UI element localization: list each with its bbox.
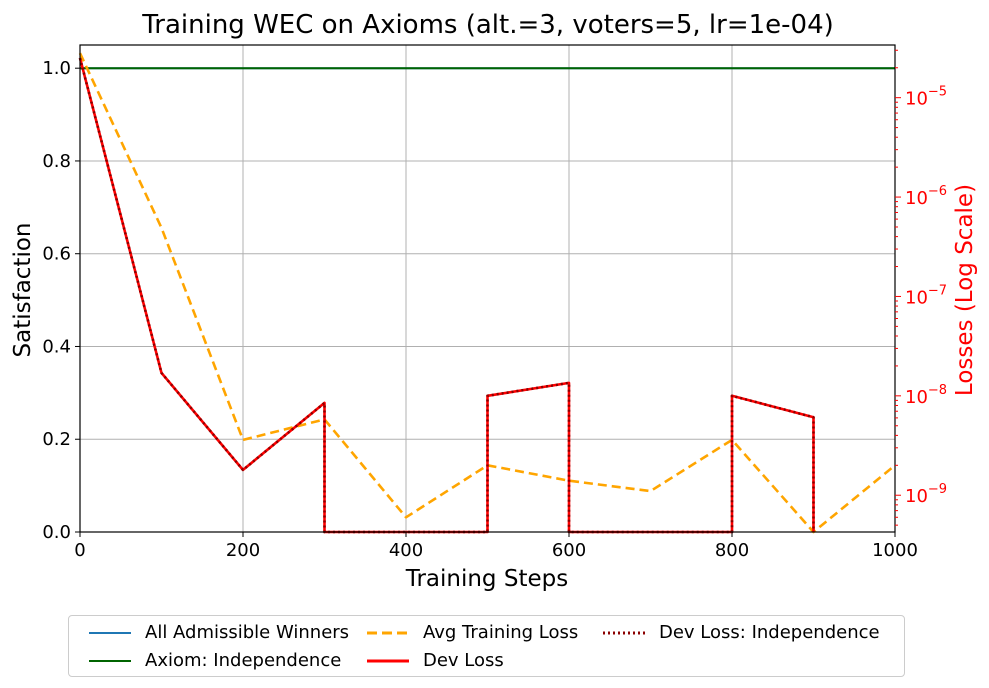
legend-item-dev-loss-independence: Dev Loss: Independence — [603, 622, 880, 643]
chart-title: Training WEC on Axioms (alt.=3, voters=5… — [141, 10, 834, 40]
y2-tick-label: 10−6 — [905, 184, 947, 209]
y-tick-label: 0.8 — [42, 151, 71, 172]
legend-label: Dev Loss: Independence — [659, 622, 880, 643]
y2-tick-label: 10−5 — [905, 85, 947, 110]
legend-swatch-avg-training-loss — [367, 631, 409, 634]
x-tick-label: 600 — [552, 540, 586, 561]
legend-swatch-independence — [89, 659, 131, 662]
series-dev-loss — [78, 57, 815, 534]
x-tick-label: 1000 — [872, 540, 918, 561]
legend-swatch-dev-loss-independence — [603, 631, 645, 634]
plot-frame — [79, 44, 896, 533]
y-tick-label: 0.4 — [42, 336, 71, 357]
legend-swatch-all-admissible — [89, 631, 131, 634]
legend-item-independence: Axiom: Independence — [89, 650, 341, 671]
legend-item-avg-training-loss: Avg Training Loss — [367, 622, 578, 643]
legend: All Admissible Winners Axiom: Independen… — [68, 615, 905, 677]
y2-tick-label: 10−9 — [905, 482, 947, 507]
y2-axis-ticks: 10−9 10−8 10−7 10−6 10−5 — [895, 49, 947, 526]
legend-item-all-admissible: All Admissible Winners — [89, 622, 349, 643]
series-layer — [78, 52, 896, 534]
y2-tick-label: 10−8 — [905, 383, 947, 408]
x-tick-label: 400 — [389, 540, 423, 561]
legend-label: All Admissible Winners — [145, 622, 350, 643]
y-tick-label: 1.0 — [42, 58, 71, 79]
y2-tick-label: 10−7 — [905, 283, 947, 308]
y-axis-label: Satisfaction — [10, 223, 36, 358]
legend-swatch-dev-loss — [367, 659, 409, 662]
series-dev-loss-independence — [78, 57, 815, 534]
y-axis-ticks: 0.0 0.2 0.4 0.6 0.8 1.0 — [42, 58, 80, 543]
x-axis-label: Training Steps — [405, 566, 568, 592]
x-tick-label: 200 — [226, 540, 260, 561]
legend-label: Dev Loss — [423, 650, 504, 671]
x-tick-label: 0 — [74, 540, 85, 561]
x-tick-label: 800 — [715, 540, 749, 561]
legend-label: Axiom: Independence — [145, 650, 342, 671]
x-axis-ticks: 0 200 400 600 800 1000 — [74, 532, 918, 561]
legend-label: Avg Training Loss — [423, 622, 579, 643]
y-tick-label: 0.0 — [42, 522, 71, 543]
y-tick-label: 0.2 — [42, 429, 71, 450]
legend-item-dev-loss: Dev Loss — [367, 650, 504, 671]
y-tick-label: 0.6 — [42, 244, 71, 265]
y2-axis-label: Losses (Log Scale) — [952, 184, 978, 396]
